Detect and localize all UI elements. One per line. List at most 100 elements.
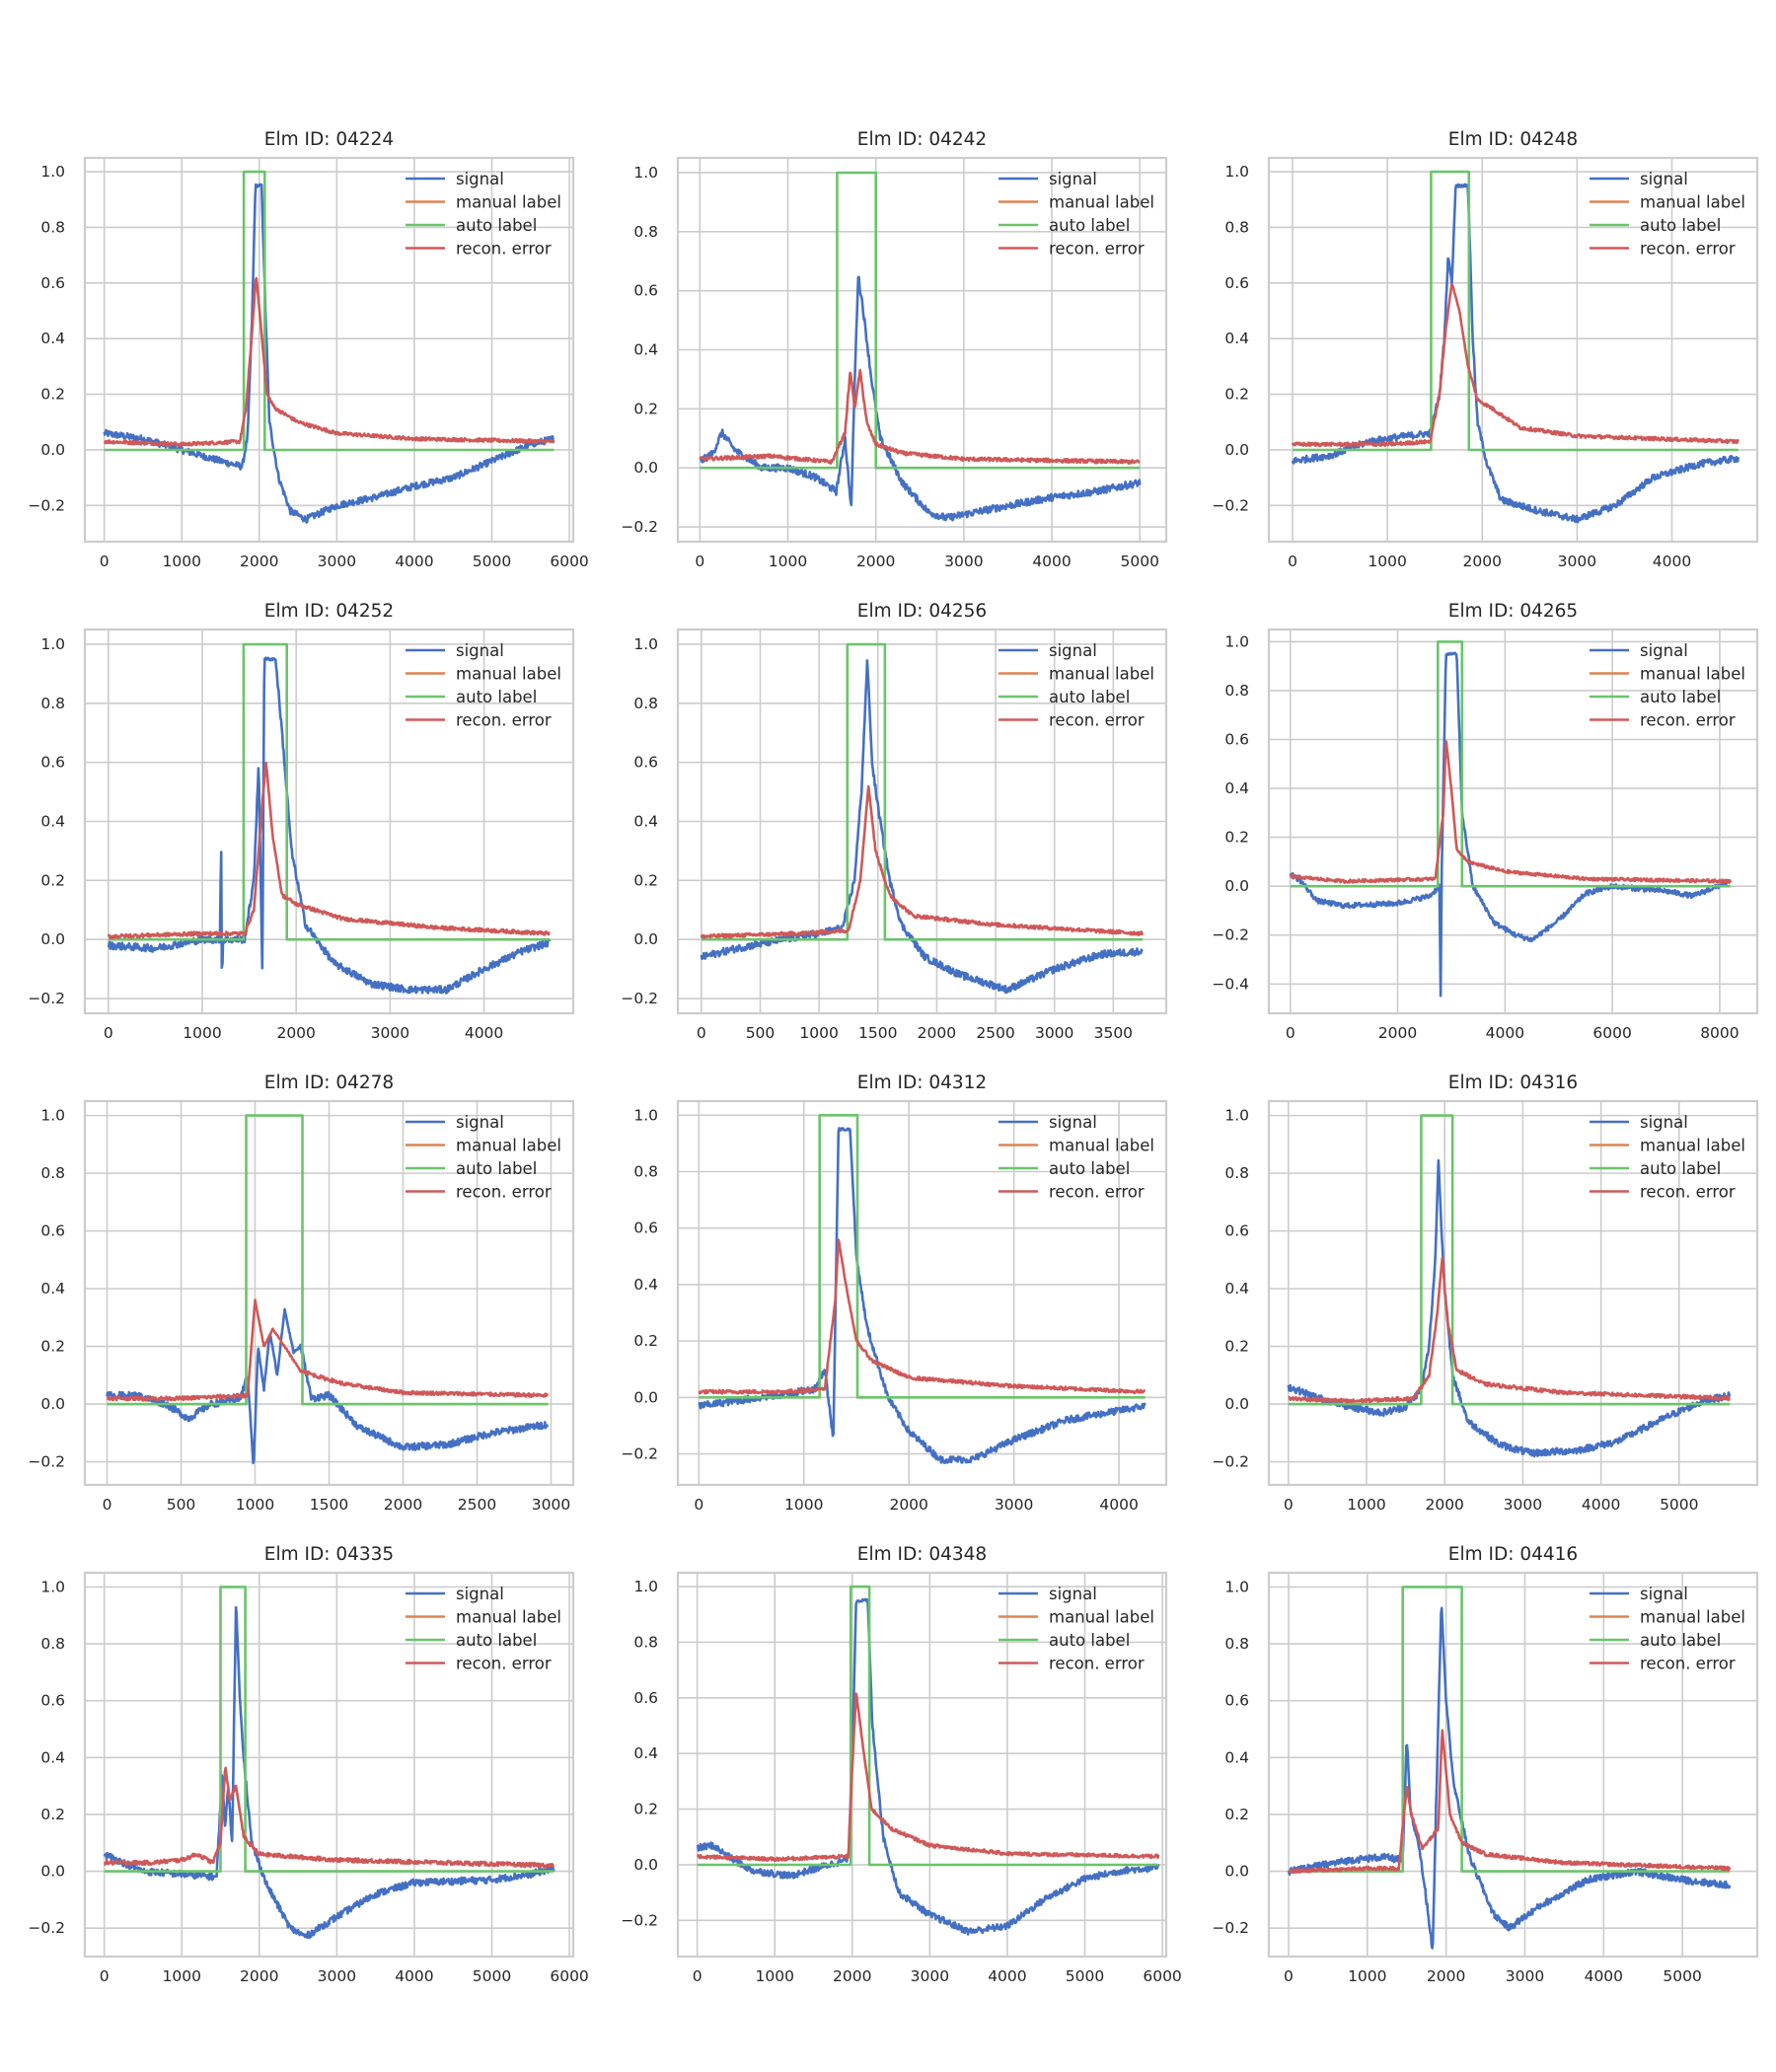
legend-label: manual label: [456, 1137, 561, 1155]
legend-label: manual label: [456, 1608, 561, 1627]
y-tick-label: 0.0: [1224, 877, 1249, 895]
y-tick-label: 0.2: [1224, 829, 1249, 847]
plot-frame: [676, 1099, 1168, 1487]
legend: signal manual label auto label recon. error: [406, 170, 561, 259]
legend: signal manual label auto label recon. error: [406, 1113, 561, 1202]
x-tick-label: 5000: [473, 553, 511, 570]
y-tick-label: 0.4: [40, 1748, 65, 1766]
x-tick-label: 3000: [995, 1496, 1033, 1514]
legend: signal manual label auto label recon. error: [999, 641, 1154, 730]
plot-area: [678, 1101, 1166, 1485]
y-tick-label: 0.6: [633, 754, 658, 772]
y-tick-label: 1.0: [633, 1106, 658, 1124]
series-auto-label-line: [697, 1585, 1159, 1867]
x-tick-label: 4000: [1585, 1967, 1623, 1985]
series-signal-line: [696, 1597, 1160, 1936]
series-auto-label-line: [104, 1586, 555, 1873]
plot-frame: [83, 1571, 575, 1959]
plot-area: [1269, 1101, 1757, 1485]
x-tick-label: 4000: [1099, 1496, 1138, 1514]
series-recon-error-line: [106, 1298, 550, 1402]
legend-label: recon. error: [1640, 1655, 1736, 1673]
x-tick-label: 2500: [976, 1024, 1014, 1042]
y-tick-label: 0.8: [40, 218, 65, 236]
y-tick-label: −0.2: [1212, 496, 1249, 514]
y-tick-label: 0.6: [1224, 1222, 1249, 1240]
panel-04256: 0 500 1000 1500 2000 2500 3000 3500 −0.2 0.0 0.2 0.…: [621, 601, 1168, 1042]
y-tick-label: −0.2: [28, 1919, 65, 1937]
x-tick-label: 6000: [550, 553, 588, 570]
y-tick-label: 0.2: [633, 400, 658, 417]
y-tick-label: 0.8: [1224, 218, 1249, 236]
y-tick-label: 0.6: [40, 754, 65, 772]
y-tick-label: 0.4: [1224, 779, 1249, 797]
legend-label: recon. error: [1049, 1183, 1145, 1202]
y-tick-label: 0.8: [1224, 682, 1249, 700]
legend-label: recon. error: [1640, 240, 1736, 259]
y-tick-label: −0.2: [28, 1453, 65, 1471]
x-tick-label: 6000: [1592, 1024, 1631, 1042]
x-tick-label: 1000: [183, 1024, 221, 1042]
plot-frame: [1267, 1099, 1759, 1487]
legend-label: manual label: [1640, 193, 1745, 212]
x-tick-label: 3000: [371, 1024, 409, 1042]
y-tick-label: 0.2: [40, 871, 65, 889]
y-tick-label: 0.2: [40, 386, 65, 404]
plot-frame: [83, 156, 575, 544]
legend-label: auto label: [456, 1159, 537, 1178]
y-tick-label: 0.4: [40, 813, 65, 831]
x-tick-label: 2500: [458, 1496, 496, 1514]
y-tick-label: 0.6: [633, 282, 658, 300]
x-tick-label: 0: [697, 1024, 706, 1042]
x-tick-label: 3000: [532, 1496, 570, 1514]
plot-frame: [1267, 1571, 1759, 1959]
plot-frame: [83, 628, 575, 1015]
series-signal-line: [107, 656, 552, 995]
series-recon-error-line: [1291, 282, 1739, 448]
y-tick-label: 0.4: [40, 1280, 65, 1297]
y-tick-label: 1.0: [40, 1107, 65, 1125]
legend: signal manual label auto label recon. error: [999, 170, 1154, 259]
y-tick-label: 0.8: [1224, 1164, 1249, 1182]
legend-label: recon. error: [1640, 1183, 1736, 1202]
legend-label: auto label: [1640, 216, 1721, 235]
legend-label: manual label: [1049, 1137, 1154, 1155]
y-tick-label: 0.6: [1224, 274, 1249, 292]
series-signal-line: [1289, 651, 1733, 998]
x-tick-label: 2000: [276, 1024, 315, 1042]
x-tick-label: 1000: [162, 1967, 200, 1985]
series-signal-line: [106, 1307, 550, 1465]
panel-title: Elm ID: 04416: [1448, 1544, 1578, 1565]
x-tick-label: 0: [100, 1967, 110, 1985]
panel-title: Elm ID: 04224: [264, 129, 394, 150]
legend-label: manual label: [456, 665, 561, 684]
legend-label: signal: [1049, 170, 1097, 188]
series-signal-line: [103, 183, 555, 524]
y-tick-label: −0.2: [621, 518, 658, 536]
series-recon-error-line: [700, 784, 1145, 939]
series-auto-label-line: [107, 1114, 549, 1406]
y-tick-label: 0.4: [1224, 1280, 1249, 1297]
y-tick-label: 0.0: [40, 1395, 65, 1413]
y-tick-label: −0.2: [621, 990, 658, 1007]
y-tick-label: 0.8: [40, 1164, 65, 1182]
panel-04316: 0 1000 2000 3000 4000 5000 −0.2 0.0 0.2 0.4 0.6 0.8…: [1212, 1073, 1759, 1514]
series-signal-line: [698, 1127, 1147, 1464]
panel-04224: 0 1000 2000 3000 4000 5000 6000 −0.2 0.0 0.2 0.4 0.…: [28, 129, 588, 570]
series-recon-error-line: [698, 1238, 1147, 1395]
legend: signal manual label auto label recon. error: [1590, 170, 1745, 259]
legend-label: manual label: [1049, 665, 1154, 684]
y-tick-label: 0.8: [40, 1635, 65, 1653]
panel-04252: 0 1000 2000 3000 4000 −0.2 0.0 0.2 0.4 0.6 0.8 1.0 E…: [28, 601, 575, 1042]
y-tick-label: 0.8: [633, 1163, 658, 1181]
series-signal-line: [1287, 1158, 1732, 1458]
series-signal-line: [1287, 1606, 1732, 1950]
y-tick-label: −0.2: [1212, 1919, 1249, 1937]
y-tick-label: 0.4: [633, 341, 658, 359]
y-tick-label: −0.2: [28, 990, 65, 1007]
series-recon-error-line: [1289, 740, 1733, 884]
x-tick-label: 0: [103, 1496, 112, 1514]
legend-label: auto label: [1640, 1631, 1721, 1650]
series-recon-error-line: [104, 1766, 555, 1869]
y-tick-label: 0.8: [633, 1633, 658, 1651]
